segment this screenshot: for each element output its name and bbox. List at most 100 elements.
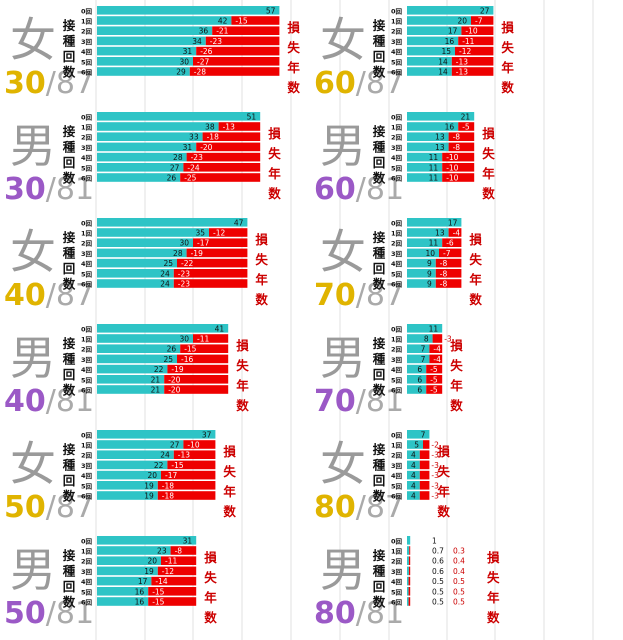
- panel-男70-bar-0: [407, 324, 443, 333]
- panel-男30-life: /81: [46, 172, 94, 207]
- panel-女80-value-6: 4: [411, 492, 416, 501]
- panel-女60-age-ratio: 60/87: [314, 66, 404, 101]
- panel-女80-bar-0: [407, 430, 430, 439]
- panel-男70-loss-value-6: -5: [430, 386, 438, 395]
- panel-男30-bar-3: [97, 142, 197, 152]
- panel-女30-value-4: 31: [183, 47, 193, 56]
- panel-男80-loss-bar-1: [409, 546, 411, 555]
- panel-女60-bar-1: [407, 16, 471, 25]
- panel-女80-value-0: 7: [421, 430, 426, 439]
- panel-男70-age-ratio: 70/81: [314, 384, 404, 419]
- panel-男80-row-label-6: 6回: [391, 598, 403, 607]
- panel-女50-value-5: 19: [144, 481, 154, 490]
- panel-女40-loss-value-2: -17: [197, 239, 209, 248]
- panel-男30-axis-label-char: 種: [63, 140, 76, 155]
- panel-女30-row-label-3: 3回: [81, 37, 93, 46]
- panel-男40-loss-label-char: 年: [236, 378, 249, 393]
- panel-男30-loss-label-char: 失: [268, 146, 281, 161]
- panel-女50-value-3: 22: [154, 461, 164, 470]
- panel-男60-bar-6: [407, 173, 443, 182]
- panel-女70-bar-3: [407, 248, 439, 258]
- panel-女30-age: 30: [4, 66, 46, 101]
- panel-女70-row-label-1: 1回: [391, 229, 403, 238]
- panel-男70-bar-4: [407, 364, 427, 374]
- panel-女70-life: /87: [356, 278, 404, 313]
- panel-男70-axis-label-char: 接: [373, 336, 386, 351]
- panel-女60-loss-label-char: 失: [501, 40, 514, 55]
- panel-男70-life: /81: [356, 384, 404, 419]
- panel-女60-axis-label-char: 種: [373, 34, 386, 49]
- panel-男80-age-ratio: 80/81: [314, 596, 404, 631]
- panel-男60-axis-label-char: 数: [372, 171, 386, 186]
- panel-男30-bar-6: [97, 173, 181, 182]
- panel-男60-loss-bar-5: [442, 163, 475, 172]
- panel-女50-bar-1: [97, 440, 184, 449]
- panel-女40-value-3: 28: [173, 249, 183, 258]
- panel-男70-row-label-4: 4回: [391, 365, 403, 374]
- panel-男50-row-label-6: 6回: [81, 598, 93, 607]
- panel-女80-loss-bar-5: [419, 481, 430, 490]
- panel-男80-loss-value-4: 0.5: [453, 577, 465, 586]
- panel-女70-loss-bar-4: [435, 258, 462, 268]
- panel-女80-sex-label: 女: [320, 437, 366, 491]
- panel-女40-bar-1: [97, 228, 209, 237]
- panel-男40-loss-bar-1: [193, 334, 229, 343]
- panel-男80-loss-value-3: 0.4: [453, 567, 465, 576]
- panel-男60-row-label-5: 5回: [391, 163, 403, 172]
- panel-女50-bar-0: [97, 430, 216, 439]
- panel-男80-loss-value-6: 0.5: [453, 598, 465, 607]
- panel-男30-loss-label-char: 数: [267, 186, 281, 201]
- panel-男40-bar-0: [97, 324, 229, 333]
- panel-女70-bar-2: [407, 238, 443, 247]
- panel-男80-row-label-0: 0回: [391, 536, 403, 545]
- panel-男60-age-ratio: 60/81: [314, 172, 404, 207]
- panel-男40-bar-2: [97, 344, 181, 353]
- panel-男80-axis-label-char: 種: [373, 564, 386, 579]
- panel-男40-value-0: 41: [215, 324, 225, 333]
- panel-女70-row-label-4: 4回: [391, 259, 403, 268]
- panel-男40-bar-6: [97, 385, 165, 394]
- panel-女60-bar-5: [407, 57, 452, 66]
- panel-女30-value-1: 42: [218, 17, 228, 26]
- panel-男50-loss-bar-2: [161, 556, 197, 565]
- panel-女60-loss-label-char: 年: [501, 60, 514, 75]
- panel-女40-bar-3: [97, 248, 187, 258]
- panel-女40-axis-label-char: 回: [63, 261, 76, 276]
- panel-女40-loss-bar-1: [209, 228, 248, 237]
- panel-男40-bar-4: [97, 364, 168, 374]
- panel-男40-loss-label-char: 損: [236, 338, 249, 353]
- panel-女60-bar-0: [407, 6, 494, 15]
- panel-男70-value-5: 6: [417, 375, 422, 384]
- panel-女30-life: /87: [46, 66, 94, 101]
- panel-男40-axis-label-char: 種: [63, 352, 76, 367]
- panel-男30-row-label-1: 1回: [81, 123, 93, 132]
- panel-女80-value-1: 5: [414, 441, 419, 450]
- panel-男70-bar-6: [407, 385, 427, 394]
- panel-男40-row-label-1: 1回: [81, 335, 93, 344]
- panel-男30-age: 30: [4, 172, 46, 207]
- panel-男30-bar-1: [97, 122, 219, 131]
- panel-女60-age: 60: [314, 66, 356, 101]
- panel-男50-row-label-1: 1回: [81, 547, 93, 556]
- panel-女80-loss-bar-3: [419, 460, 430, 470]
- panel-女60-loss-label-char: 数: [500, 80, 514, 95]
- panel-男50-row-label-2: 2回: [81, 557, 93, 566]
- panel-男70-loss-value-2: -4: [433, 345, 441, 354]
- panel-男80-loss-label-char: 年: [487, 590, 500, 605]
- panel-女60-value-4: 15: [441, 47, 451, 56]
- panel-男50-bar-5: [97, 587, 149, 596]
- panel-男80-value-2: 0.6: [432, 557, 444, 566]
- panel-女70-axis-label-char: 接: [373, 230, 386, 245]
- panel-男50-bar-1: [97, 546, 171, 555]
- panel-男30-value-3: 31: [183, 143, 193, 152]
- panel-女50-loss-value-3: -15: [171, 461, 183, 470]
- panel-女60-loss-bar-1: [471, 16, 494, 25]
- panel-女30-axis-label-char: 種: [63, 34, 76, 49]
- panel-男60-row-label-4: 4回: [391, 153, 403, 162]
- panel-男50-row-label-5: 5回: [81, 587, 93, 596]
- panel-男50-age: 50: [4, 596, 46, 631]
- panel-女70-bar-4: [407, 258, 436, 268]
- panel-男60-value-4: 11: [429, 153, 439, 162]
- panel-男50-bar-2: [97, 556, 161, 565]
- panel-女80-loss-label-char: 数: [436, 504, 450, 519]
